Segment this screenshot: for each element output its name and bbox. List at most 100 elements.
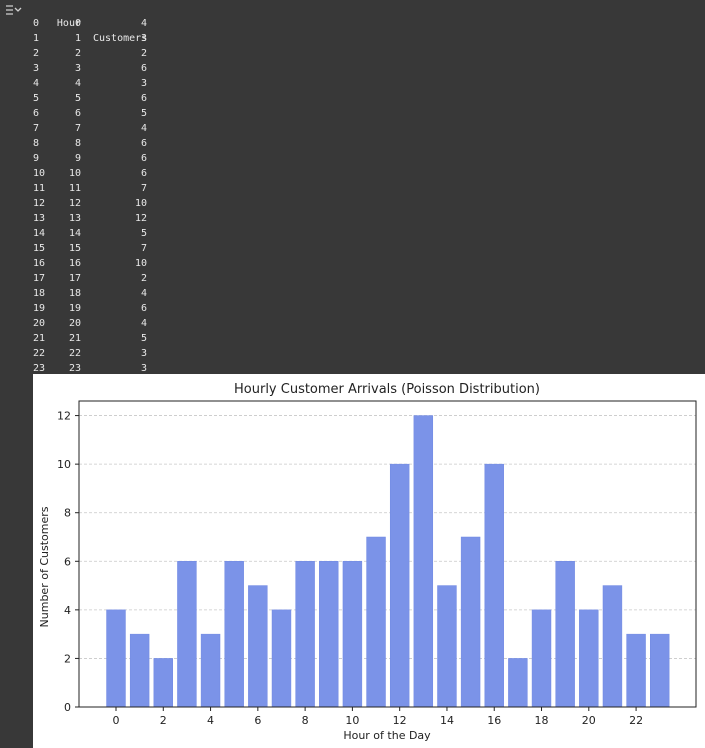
customers-cell: 4 bbox=[140, 123, 147, 134]
hour-cell: 22 bbox=[68, 348, 81, 359]
bar-hour-19 bbox=[555, 561, 575, 708]
x-tick-label: 16 bbox=[487, 714, 501, 727]
customers-cell: 10 bbox=[134, 258, 147, 269]
bar-hour-5 bbox=[224, 561, 244, 708]
bar-hour-22 bbox=[626, 633, 646, 708]
bar-hour-14 bbox=[437, 585, 457, 708]
bar-chart: Hourly Customer Arrivals (Poisson Distri… bbox=[33, 374, 705, 748]
customers-cell: 5 bbox=[140, 333, 147, 344]
hour-cell: 2 bbox=[74, 48, 81, 59]
bar-hour-18 bbox=[531, 609, 552, 708]
customers-cell: 6 bbox=[140, 63, 147, 74]
row-index: 23 bbox=[33, 363, 46, 374]
row-index: 1 bbox=[33, 33, 40, 44]
bar-hour-17 bbox=[508, 658, 528, 708]
column-header-customers: Customers bbox=[93, 33, 148, 44]
bar-hour-9 bbox=[319, 561, 339, 708]
row-index: 10 bbox=[33, 168, 46, 179]
hour-cell: 19 bbox=[68, 303, 81, 314]
hour-cell: 17 bbox=[68, 273, 81, 284]
bar-hour-15 bbox=[460, 536, 481, 708]
hour-cell: 0 bbox=[74, 18, 81, 29]
x-tick-label: 18 bbox=[535, 714, 549, 727]
bar-hour-20 bbox=[579, 609, 599, 708]
y-axis-label: Number of Customers bbox=[38, 506, 51, 627]
plot-frame bbox=[78, 400, 697, 708]
x-tick-label: 8 bbox=[302, 714, 309, 727]
row-index: 2 bbox=[33, 48, 40, 59]
row-index: 21 bbox=[33, 333, 46, 344]
row-index: 20 bbox=[33, 318, 46, 329]
hour-cell: 10 bbox=[68, 168, 81, 179]
hour-cell: 3 bbox=[74, 63, 81, 74]
hour-cell: 8 bbox=[74, 138, 81, 149]
hour-cell: 15 bbox=[68, 243, 81, 254]
hour-cell: 7 bbox=[74, 123, 81, 134]
bar-hour-2 bbox=[153, 658, 173, 708]
customers-cell: 2 bbox=[140, 48, 147, 59]
row-index: 22 bbox=[33, 348, 46, 359]
hour-cell: 20 bbox=[68, 318, 81, 329]
x-tick-label: 14 bbox=[440, 714, 454, 727]
chart-svg: Hourly Customer Arrivals (Poisson Distri… bbox=[38, 382, 697, 742]
row-index: 9 bbox=[33, 153, 40, 164]
hour-cell: 13 bbox=[68, 213, 81, 224]
hour-cell: 21 bbox=[68, 333, 81, 344]
bar-hour-12 bbox=[389, 463, 410, 708]
x-tick-label: 4 bbox=[207, 714, 214, 727]
hour-cell: 11 bbox=[68, 183, 81, 194]
customers-cell: 7 bbox=[140, 243, 147, 254]
customers-cell: 4 bbox=[140, 318, 147, 329]
bar-hour-11 bbox=[366, 536, 386, 708]
row-index: 11 bbox=[33, 183, 46, 194]
row-index: 6 bbox=[33, 108, 40, 119]
customers-cell: 3 bbox=[140, 348, 147, 359]
customers-cell: 3 bbox=[140, 78, 147, 89]
y-tick-label: 12 bbox=[57, 410, 71, 423]
bar-hour-23 bbox=[650, 633, 670, 708]
customers-cell: 6 bbox=[140, 153, 147, 164]
y-tick-label: 6 bbox=[64, 555, 71, 568]
column-header-hour: Hour bbox=[56, 18, 81, 29]
bar-hour-3 bbox=[177, 561, 197, 708]
hour-cell: 1 bbox=[74, 33, 81, 44]
x-axis-label: Hour of the Day bbox=[343, 729, 431, 742]
hour-cell: 6 bbox=[74, 108, 81, 119]
x-tick-label: 22 bbox=[629, 714, 643, 727]
customers-cell: 3 bbox=[140, 33, 147, 44]
row-index: 17 bbox=[33, 273, 46, 284]
bar-hour-7 bbox=[271, 609, 292, 708]
hour-cell: 18 bbox=[68, 288, 81, 299]
customers-cell: 5 bbox=[140, 228, 147, 239]
y-tick-label: 0 bbox=[64, 701, 71, 714]
customers-cell: 3 bbox=[140, 363, 147, 374]
y-tick-label: 10 bbox=[57, 458, 71, 471]
customers-cell: 6 bbox=[140, 93, 147, 104]
bar-hour-0 bbox=[106, 609, 126, 708]
row-index: 8 bbox=[33, 138, 40, 149]
row-index: 18 bbox=[33, 288, 46, 299]
row-index: 4 bbox=[33, 78, 40, 89]
x-tick-label: 2 bbox=[160, 714, 167, 727]
row-index: 16 bbox=[33, 258, 46, 269]
bar-hour-6 bbox=[248, 585, 268, 708]
output-expand-icon[interactable] bbox=[4, 3, 22, 17]
bar-hour-21 bbox=[602, 585, 623, 708]
y-tick-label: 2 bbox=[64, 652, 71, 665]
hour-cell: 16 bbox=[68, 258, 81, 269]
customers-cell: 6 bbox=[140, 303, 147, 314]
row-index: 0 bbox=[33, 18, 40, 29]
bar-hour-4 bbox=[200, 633, 221, 708]
hour-cell: 12 bbox=[68, 198, 81, 209]
hour-cell: 9 bbox=[74, 153, 81, 164]
row-index: 15 bbox=[33, 243, 46, 254]
row-index: 19 bbox=[33, 303, 46, 314]
x-tick-label: 0 bbox=[113, 714, 120, 727]
row-index: 5 bbox=[33, 93, 40, 104]
bar-hour-10 bbox=[342, 561, 363, 708]
row-index: 12 bbox=[33, 198, 46, 209]
bar-hour-1 bbox=[129, 633, 150, 708]
customers-cell: 2 bbox=[140, 273, 147, 284]
hour-cell: 23 bbox=[68, 363, 81, 374]
